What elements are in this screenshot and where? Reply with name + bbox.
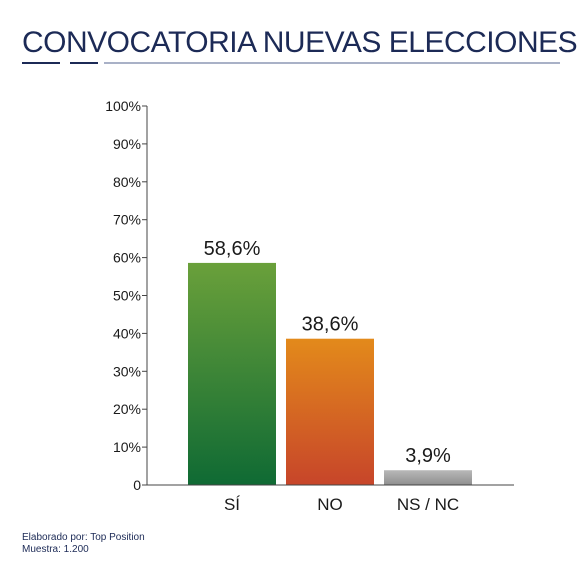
y-tick-label: 30%: [113, 363, 141, 379]
title-underline-dark-mid: [70, 62, 98, 64]
x-axis: SÍ NO NS / NC: [147, 484, 514, 514]
footer-credit: Elaborado por: Top Position: [22, 532, 145, 543]
chart-footer: Elaborado por: Top Position Muestra: 1.2…: [22, 532, 145, 556]
y-tick-label: 20%: [113, 401, 141, 417]
footer-sample: Muestra: 1.200: [22, 544, 89, 555]
x-tick-label: NS / NC: [397, 495, 459, 514]
y-tick-label: 40%: [113, 325, 141, 341]
bar-value-label: 3,9%: [405, 445, 451, 467]
title-underline-dark-left: [22, 62, 60, 64]
y-tick-label: 80%: [113, 174, 141, 190]
bar-value-label: 58,6%: [204, 238, 261, 260]
y-tick-label: 60%: [113, 250, 141, 266]
y-tick-label: 10%: [113, 439, 141, 455]
chart-title: CONVOCATORIA NUEVAS ELECCIONES: [22, 26, 578, 59]
y-tick-label: 100%: [105, 98, 141, 114]
y-tick-label: 90%: [113, 136, 141, 152]
y-tick-label: 0: [133, 477, 141, 493]
y-tick-label: 70%: [113, 212, 141, 228]
x-tick-label: SÍ: [224, 495, 240, 514]
bar-ns-nc: [384, 470, 472, 485]
bar-no: [286, 338, 374, 485]
y-tick-label: 50%: [113, 288, 141, 304]
title-underline-light: [104, 62, 560, 64]
bars: 58,6% 38,6% 3,9%: [188, 238, 472, 485]
y-axis: 0 10% 20% 30% 40% 50% 60% 70% 80% 90% 100%: [105, 98, 148, 493]
bar-si: [188, 262, 276, 485]
x-tick-label: NO: [317, 495, 343, 514]
bar-value-label: 38,6%: [302, 314, 359, 336]
